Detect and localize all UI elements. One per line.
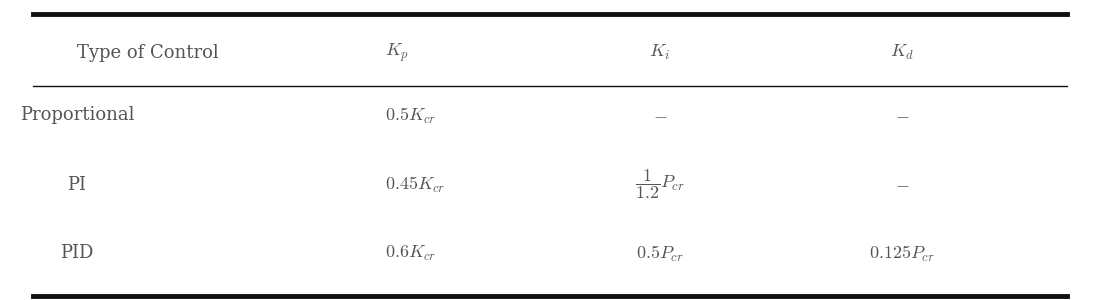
Text: $0.125P_{cr}$: $0.125P_{cr}$: [869, 244, 935, 263]
Text: Type of Control: Type of Control: [77, 44, 219, 62]
Text: $0.5P_{cr}$: $0.5P_{cr}$: [636, 244, 684, 263]
Text: $-$: $-$: [652, 106, 668, 124]
Text: $0.5K_{cr}$: $0.5K_{cr}$: [385, 106, 437, 125]
Text: $0.45K_{cr}$: $0.45K_{cr}$: [385, 175, 446, 194]
Text: $\dfrac{1}{1.2}P_{cr}$: $\dfrac{1}{1.2}P_{cr}$: [635, 168, 685, 201]
Text: Proportional: Proportional: [20, 106, 134, 124]
Text: $-$: $-$: [894, 106, 910, 124]
Text: PID: PID: [60, 244, 94, 262]
Text: PI: PI: [67, 176, 87, 194]
Text: $K_d$: $K_d$: [890, 43, 914, 62]
Text: $K_p$: $K_p$: [385, 41, 408, 64]
Text: $K_i$: $K_i$: [649, 43, 671, 62]
Text: $0.6K_{cr}$: $0.6K_{cr}$: [385, 244, 437, 263]
Text: $-$: $-$: [894, 176, 910, 194]
